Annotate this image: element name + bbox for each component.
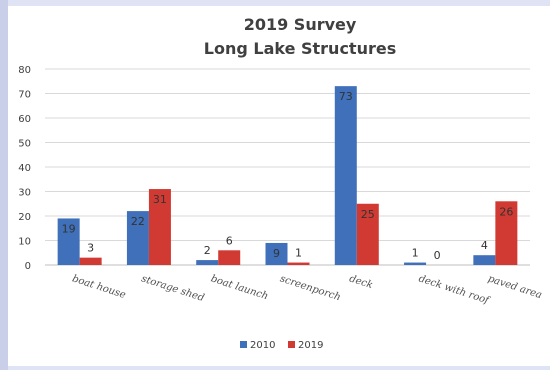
y-tick-label-60: 60 <box>18 114 31 125</box>
bar-2010-boat-house <box>57 218 80 265</box>
category-label-deck: deck <box>348 273 374 291</box>
bar-2010-screenporch <box>265 242 288 265</box>
bar-2019-paved-area <box>495 201 518 265</box>
y-tick-label-40: 40 <box>18 163 31 174</box>
bar-2010-deck <box>334 86 357 266</box>
data-label-2019-boat-house: 3 <box>87 242 94 255</box>
data-label-2010-boat-launch: 2 <box>204 244 211 257</box>
gridlines <box>45 68 530 266</box>
category-label-storage-shed: storage shed <box>140 273 206 304</box>
y-tick-label-10: 10 <box>18 237 31 248</box>
bar-2019-screenporch <box>287 262 310 265</box>
bar-2010-boat-launch <box>196 260 219 265</box>
legend-swatch-2010 <box>240 341 247 348</box>
bar-2010-storage-shed <box>126 211 149 265</box>
y-tick-label-50: 50 <box>18 139 31 150</box>
data-label-2019-deck: 25 <box>361 208 375 221</box>
data-label-2019-paved-area: 26 <box>499 205 513 218</box>
chart-title-line-1: 2019 Survey <box>244 15 357 34</box>
data-label-2010-boat-house: 19 <box>62 222 76 235</box>
category-label-boat-house: boat house <box>71 273 127 301</box>
x-axis-categories: boat house storage shed boat launch screenp… <box>71 273 544 307</box>
bar-2019-storage-shed <box>148 189 171 265</box>
data-label-2019-deck-with-roof: 0 <box>434 249 441 262</box>
bar-2010-paved-area <box>473 255 496 265</box>
category-label-screenporch: screenporch <box>279 273 342 303</box>
data-label-2019-boat-launch: 6 <box>226 234 233 247</box>
data-label-2010-deck-with-roof: 1 <box>412 247 419 260</box>
chart-panel <box>8 6 550 366</box>
y-tick-label-0: 0 <box>25 261 31 272</box>
bar-2019-deck <box>356 203 379 265</box>
y-tick-label-80: 80 <box>18 65 31 76</box>
bar-2019-boat-launch <box>218 250 241 265</box>
category-label-paved-area: paved area <box>486 273 543 301</box>
category-label-deck-with-roof: deck with roof <box>417 273 492 307</box>
category-label-boat-launch: boat launch <box>209 273 269 302</box>
bars <box>57 86 518 266</box>
legend: 2010 2019 <box>240 340 323 351</box>
bar-2019-boat-house <box>79 257 102 265</box>
y-tick-label-70: 70 <box>18 90 31 101</box>
legend-swatch-2019 <box>288 341 295 348</box>
data-label-2010-paved-area: 4 <box>481 239 488 252</box>
data-label-2010-storage-shed: 22 <box>131 215 145 228</box>
legend-label-2010: 2010 <box>250 340 275 351</box>
data-label-2019-screenporch: 1 <box>295 247 302 260</box>
bar-2010-deck-with-roof <box>404 262 427 265</box>
legend-label-2019: 2019 <box>298 340 323 351</box>
y-axis-ticks: 0 10 20 30 40 50 60 70 80 <box>18 65 31 272</box>
y-tick-label-30: 30 <box>18 188 31 199</box>
data-label-2010-screenporch: 9 <box>273 247 280 260</box>
y-tick-label-20: 20 <box>18 212 31 223</box>
window-left-edge <box>0 0 8 370</box>
chart-title-line-2: Long Lake Structures <box>204 39 396 58</box>
data-label-2019-storage-shed: 31 <box>153 193 167 206</box>
data-label-2010-deck: 73 <box>339 90 353 103</box>
